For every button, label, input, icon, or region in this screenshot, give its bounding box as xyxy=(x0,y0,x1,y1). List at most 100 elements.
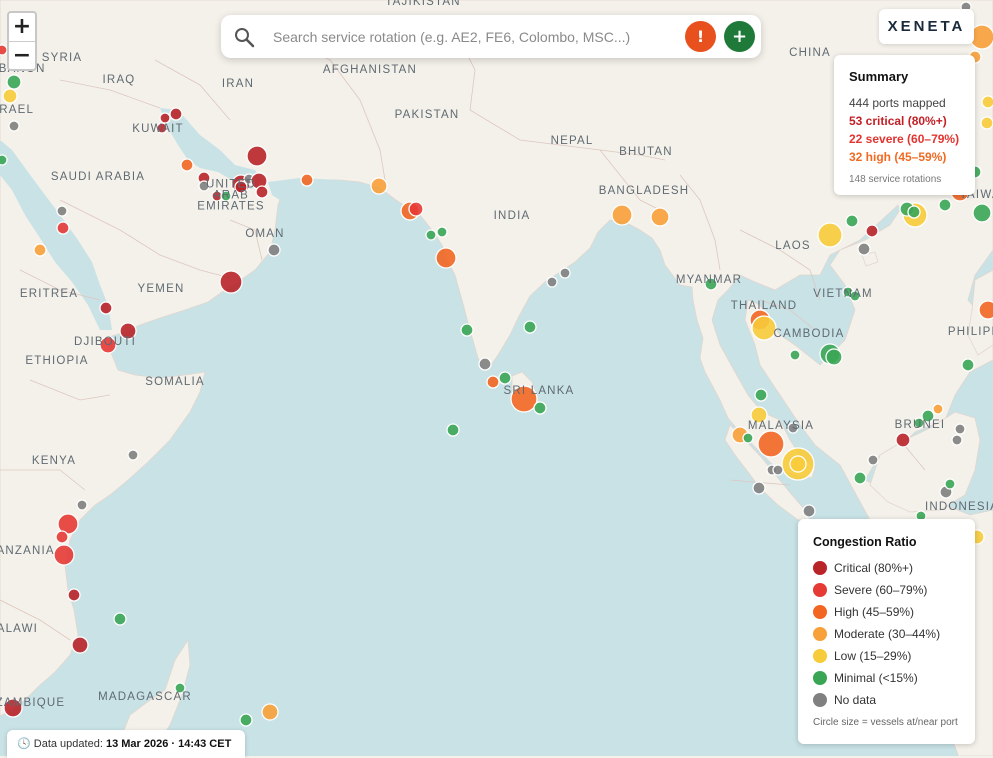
port-marker[interactable] xyxy=(56,205,68,217)
port-marker[interactable] xyxy=(220,190,232,202)
port-marker[interactable] xyxy=(704,277,718,291)
port-marker[interactable] xyxy=(954,423,966,435)
port-markers[interactable] xyxy=(0,1,993,727)
port-marker[interactable] xyxy=(961,358,975,372)
port-marker[interactable] xyxy=(978,300,993,320)
port-marker[interactable] xyxy=(611,204,633,226)
port-marker[interactable] xyxy=(751,315,777,341)
port-marker[interactable] xyxy=(750,406,768,424)
port-marker[interactable] xyxy=(234,180,248,194)
port-marker[interactable] xyxy=(817,222,843,248)
add-button[interactable]: + xyxy=(724,21,755,52)
port-marker[interactable] xyxy=(6,74,22,90)
port-marker[interactable] xyxy=(895,432,911,448)
port-marker[interactable] xyxy=(180,158,194,172)
port-marker[interactable] xyxy=(255,185,269,199)
port-marker[interactable] xyxy=(752,481,766,495)
port-marker[interactable] xyxy=(267,243,281,257)
port-marker[interactable] xyxy=(219,270,243,294)
port-marker[interactable] xyxy=(857,242,871,256)
port-marker[interactable] xyxy=(849,290,861,302)
port-marker[interactable] xyxy=(435,247,457,269)
search-input[interactable] xyxy=(271,23,655,51)
port-marker[interactable] xyxy=(127,449,139,461)
port-marker[interactable] xyxy=(789,349,801,361)
port-marker[interactable] xyxy=(478,357,492,371)
port-marker[interactable] xyxy=(156,122,168,134)
port-marker[interactable] xyxy=(486,375,500,389)
port-marker[interactable] xyxy=(825,348,843,366)
port-marker[interactable] xyxy=(370,177,388,195)
port-marker[interactable] xyxy=(951,434,963,446)
port-marker[interactable] xyxy=(2,88,18,104)
port-marker[interactable] xyxy=(71,636,89,654)
port-marker[interactable] xyxy=(845,214,859,228)
legend-note: Circle size = vessels at/near port xyxy=(813,717,958,728)
port-marker[interactable] xyxy=(523,320,537,334)
zoom-out-button[interactable]: − xyxy=(12,43,32,68)
port-marker[interactable] xyxy=(913,417,925,429)
summary-panel: Summary 444 ports mapped 53 critical (80… xyxy=(834,55,975,195)
critical-count: 53 critical (80%+) xyxy=(849,114,947,128)
port-marker[interactable] xyxy=(867,454,879,466)
port-marker[interactable] xyxy=(546,276,558,288)
port-marker[interactable] xyxy=(559,267,571,279)
port-marker[interactable] xyxy=(853,471,867,485)
port-marker[interactable] xyxy=(460,323,474,337)
port-marker[interactable] xyxy=(757,430,785,458)
port-marker[interactable] xyxy=(67,588,81,602)
port-marker[interactable] xyxy=(239,713,253,727)
port-marker[interactable] xyxy=(425,229,437,241)
label-india: INDIA xyxy=(493,210,531,222)
port-marker[interactable] xyxy=(159,112,171,124)
port-marker[interactable] xyxy=(742,432,754,444)
port-marker[interactable] xyxy=(55,530,69,544)
port-marker[interactable] xyxy=(300,173,314,187)
port-marker[interactable] xyxy=(787,422,799,434)
port-marker[interactable] xyxy=(498,371,512,385)
port-marker[interactable] xyxy=(980,116,993,130)
port-marker[interactable] xyxy=(261,703,279,721)
port-marker[interactable] xyxy=(53,544,75,566)
zoom-in-button[interactable]: + xyxy=(9,13,35,42)
port-marker[interactable] xyxy=(510,385,538,413)
port-marker[interactable] xyxy=(907,205,921,219)
port-marker[interactable] xyxy=(57,513,79,535)
port-marker[interactable] xyxy=(408,201,424,217)
port-marker[interactable] xyxy=(754,388,768,402)
port-marker[interactable] xyxy=(99,301,113,315)
port-marker[interactable] xyxy=(198,180,210,192)
port-marker[interactable] xyxy=(772,464,784,476)
port-marker[interactable] xyxy=(33,243,47,257)
port-marker[interactable] xyxy=(938,198,952,212)
port-marker[interactable] xyxy=(972,203,992,223)
port-marker[interactable] xyxy=(789,455,807,473)
port-marker[interactable] xyxy=(119,322,137,340)
alert-button[interactable]: ! xyxy=(685,21,716,52)
port-marker[interactable] xyxy=(0,154,8,166)
port-marker[interactable] xyxy=(113,612,127,626)
port-marker[interactable] xyxy=(802,504,816,518)
port-marker[interactable] xyxy=(3,698,23,718)
port-marker[interactable] xyxy=(99,336,117,354)
legend-label: Low (15–29%) xyxy=(834,649,912,663)
port-marker[interactable] xyxy=(8,120,20,132)
port-marker[interactable] xyxy=(981,95,993,109)
port-marker[interactable] xyxy=(932,403,944,415)
port-marker[interactable] xyxy=(533,401,547,415)
port-marker[interactable] xyxy=(865,224,879,238)
port-marker[interactable] xyxy=(169,107,183,121)
port-marker[interactable] xyxy=(436,226,448,238)
port-marker[interactable] xyxy=(0,44,8,56)
port-marker[interactable] xyxy=(944,478,956,490)
port-marker[interactable] xyxy=(446,423,460,437)
port-marker[interactable] xyxy=(76,499,88,511)
port-marker[interactable] xyxy=(174,682,186,694)
port-marker[interactable] xyxy=(921,409,935,423)
data-updated-badge: 🕓 Data updated: 13 Mar 2026 · 14:43 CET xyxy=(7,730,245,758)
port-marker[interactable] xyxy=(56,221,70,235)
port-marker[interactable] xyxy=(650,207,670,227)
high-count: 32 high (45–59%) xyxy=(849,150,947,164)
port-marker[interactable] xyxy=(246,145,268,167)
